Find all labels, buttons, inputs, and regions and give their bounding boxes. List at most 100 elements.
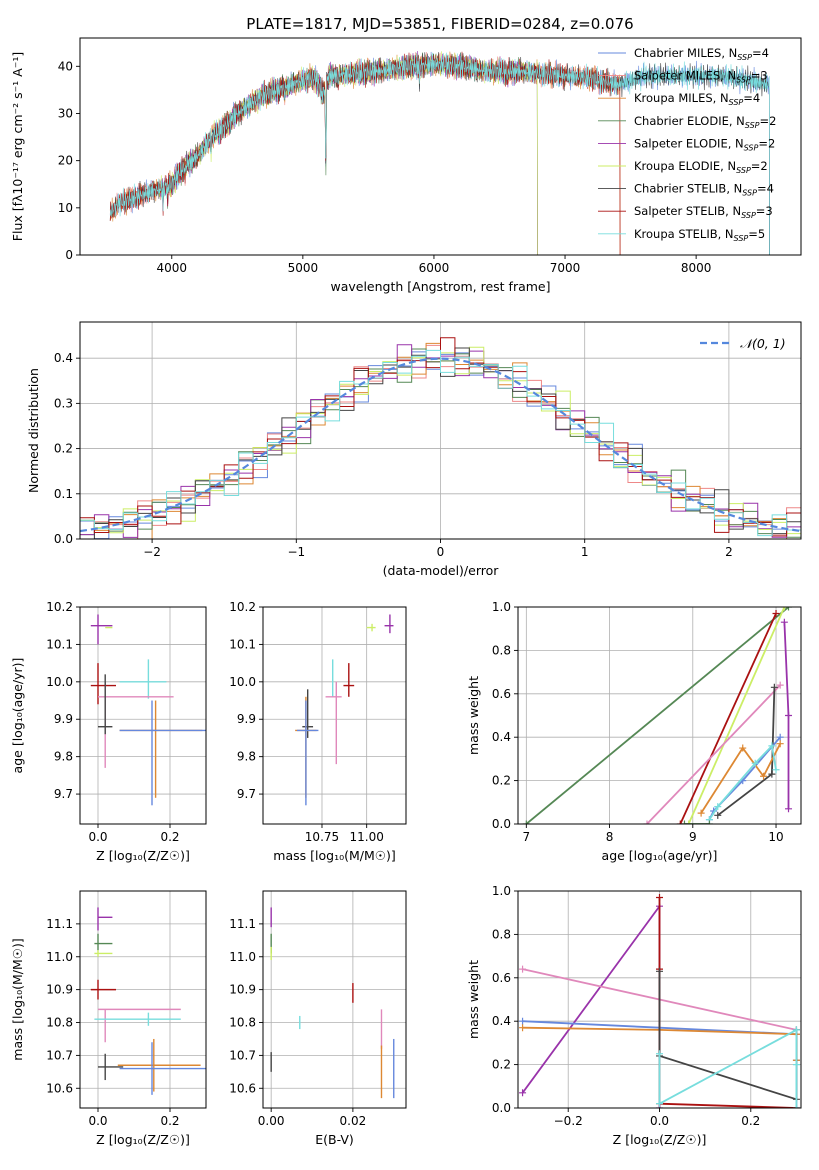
weight-marker	[656, 1050, 663, 1058]
y-tick-label: 0.8	[492, 927, 511, 941]
y-axis-label: mass [log₁₀(M/M☉)]	[10, 938, 25, 1060]
axes-frame: 4000 5000 6000 7000 8000 0 10 20 30 40 wavelength …	[10, 37, 802, 294]
y-tick-label: 0.1	[54, 487, 73, 501]
x-axis-label: Z [log₁₀(Z/Z☉)]	[96, 1132, 190, 1147]
y-tick-label: 0.2	[492, 1058, 511, 1072]
weight-marker	[792, 1026, 800, 1034]
weight-marker	[685, 820, 693, 824]
panel-mass_vs_age: 10.75 11.00 9.7 9.8 9.9 10.0 10.1 10.2 mass [log…	[229, 600, 407, 863]
weight-line	[700, 743, 782, 814]
plot-area	[270, 907, 395, 1099]
legend-entry: Chabrier STELIB, NSSP=4	[634, 182, 774, 198]
panel-z_vs_mass: 0.0 0.2 10.6 10.7 10.8 10.9 11.0 11.1 Z [log₁₀(Z…	[10, 890, 207, 1147]
y-tick-label: 9.9	[54, 712, 73, 726]
y-tick-label: 0	[65, 248, 73, 262]
y-axis-label: mass weight	[466, 676, 481, 755]
legend-entry: Chabrier ELODIE, NSSP=2	[634, 114, 776, 130]
errorbar-point	[98, 674, 113, 735]
y-tick-label: 10.1	[46, 637, 73, 651]
legend-entry: Kroupa MILES, NSSP=4	[634, 91, 760, 107]
y-tick-label: 10.2	[229, 600, 256, 614]
axes-frame: 10.75 11.00 9.7 9.8 9.9 10.0 10.1 10.2 mass [log…	[229, 600, 407, 863]
legend-entry: Chabrier MILES, NSSP=4	[634, 46, 769, 62]
weight-marker	[751, 759, 759, 767]
y-tick-label: 0.8	[492, 643, 511, 657]
weight-marker	[792, 1104, 800, 1108]
errorbar-point	[90, 614, 113, 645]
errorbar-point	[90, 663, 116, 705]
y-tick-label: 0.6	[492, 971, 511, 985]
weight-marker	[780, 607, 788, 611]
x-axis-label: E(B-V)	[315, 1132, 354, 1147]
weight-line	[525, 607, 790, 824]
errorbar-point	[94, 950, 113, 957]
x-axis-label: wavelength [Angstrom, rest frame]	[330, 279, 550, 294]
errorbar-point	[366, 623, 376, 632]
x-tick-label: 10.75	[305, 830, 339, 844]
weight-marker	[770, 683, 778, 691]
y-tick-label: 9.8	[54, 750, 73, 764]
x-axis-label: age [log₁₀(age/yr)]	[602, 848, 718, 863]
axes-frame: 0.0 0.2 9.7 9.8 9.9 10.0 10.1 10.2 Z [log₁₀(Z/Z☉…	[10, 600, 207, 863]
y-tick-label: 9.8	[237, 750, 256, 764]
weight-marker	[780, 618, 788, 626]
weight-marker	[776, 733, 784, 741]
legend-entry: Salpeter MILES, NSSP=3	[634, 69, 768, 85]
y-tick-label: 1.0	[492, 600, 511, 614]
y-tick-label: 11.0	[46, 950, 73, 964]
errorbar-point	[119, 659, 167, 699]
x-tick-label: 2	[725, 545, 733, 559]
x-tick-label: 0.2	[741, 1114, 760, 1128]
errorbar-point	[325, 681, 342, 765]
axes-frame: −0.2 0.0 0.2 0.0 0.2 0.4 0.6 0.8 1.0 Z [log₁₀(Z/Z…	[466, 884, 802, 1147]
x-tick-label: −1	[287, 545, 305, 559]
weight-marker	[519, 965, 527, 973]
weight-marker	[785, 712, 793, 719]
y-axis-label: Normed distribution	[26, 368, 41, 493]
x-tick-label: 5000	[288, 261, 319, 275]
x-tick-label: 10	[768, 830, 783, 844]
y-tick-label: 10.0	[46, 675, 73, 689]
errorbar-point	[343, 663, 355, 697]
legend-entry: 𝒩(0, 1)	[740, 336, 786, 351]
normal-curve	[80, 357, 801, 533]
y-tick-label: 20	[58, 154, 73, 168]
y-axis-label: Flux [fλ10⁻¹⁷ erg cm⁻² s⁻¹ A⁻¹]	[10, 52, 25, 241]
x-tick-label: 0	[437, 545, 445, 559]
figure-title: PLATE=1817, MJD=53851, FIBERID=0284, z=0…	[246, 15, 633, 33]
panel-spectrum: 4000 5000 6000 7000 8000 0 10 20 30 40 wavelength …	[10, 37, 802, 294]
errorbar-point	[90, 979, 116, 1000]
y-axis-label: age [log₁₀(age/yr)]	[10, 658, 25, 774]
weight-marker	[776, 740, 784, 748]
errorbar-point	[94, 1012, 181, 1026]
weight-line	[521, 903, 661, 1108]
x-tick-label: 0.2	[160, 830, 179, 844]
y-tick-label: 10.0	[229, 675, 256, 689]
y-tick-label: 0.4	[492, 730, 511, 744]
x-tick-label: 0.0	[88, 1114, 107, 1128]
weight-line	[679, 613, 777, 824]
legend-entry: Kroupa ELODIE, NSSP=2	[634, 159, 768, 175]
y-tick-label: 0.0	[492, 1101, 511, 1115]
weight-marker	[705, 820, 713, 824]
spectrum-legend: Chabrier MILES, NSSP=4 Salpeter MILES, NS…	[598, 46, 776, 243]
errorbar-point	[94, 933, 113, 951]
y-tick-label: 11.1	[46, 917, 73, 931]
weight-marker	[768, 742, 776, 750]
x-tick-label: 0.2	[160, 1114, 179, 1128]
y-tick-label: 0.2	[54, 442, 73, 456]
plot-area	[80, 337, 801, 539]
spectrum-line	[109, 52, 770, 255]
errorbar-point	[97, 907, 113, 931]
y-tick-label: 9.7	[237, 787, 256, 801]
axes-frame: −2 −1 0 1 2 0.0 0.1 0.2 0.3 0.4 (data-model)/error…	[26, 321, 802, 578]
y-tick-label: 0.3	[54, 396, 73, 410]
y-tick-label: 0.2	[492, 774, 511, 788]
errorbar-point	[98, 1053, 124, 1081]
weight-marker	[792, 1061, 800, 1069]
y-axis-label: mass weight	[466, 960, 481, 1039]
x-axis-label: (data-model)/error	[383, 563, 500, 578]
panel-age_vs_weight: 7 8 9 10 0.0 0.2 0.4 0.6 0.8 1.0 age [log₁₀(age/yr…	[466, 600, 802, 863]
weight-marker	[714, 811, 722, 819]
weight-marker	[519, 1024, 527, 1032]
